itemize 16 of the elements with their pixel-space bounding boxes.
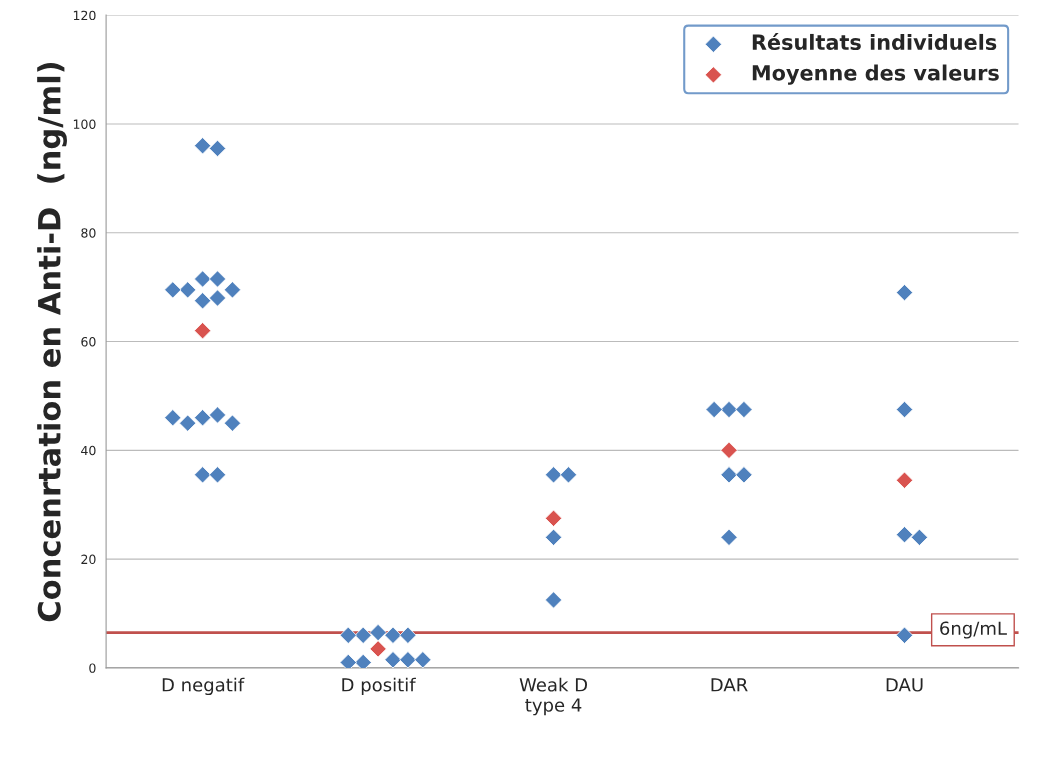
x-tick-label: D positif <box>342 677 416 696</box>
legend-label: Moyenne des valeurs <box>752 64 999 85</box>
ref-line-label: 6ng/mL <box>940 621 1007 639</box>
x-tick-label: DAR <box>711 678 748 692</box>
legend-label: Résultats individuels <box>752 33 997 51</box>
y-tick-label: 0 <box>89 663 96 673</box>
y-tick-label: 120 <box>73 10 96 21</box>
x-tick-label: D negatif <box>162 677 245 696</box>
x-tick-label: Weak D type 4 <box>519 677 588 716</box>
y-tick-label: 20 <box>81 554 96 565</box>
y-tick-label: 80 <box>81 228 96 238</box>
y-axis-title: Concenrtation en Anti-D (ng/ml) <box>37 62 67 622</box>
y-tick-label: 60 <box>81 337 96 347</box>
y-tick-label: 40 <box>81 445 96 456</box>
x-tick-label: DAU <box>886 678 923 692</box>
y-tick-label: 100 <box>73 119 96 129</box>
